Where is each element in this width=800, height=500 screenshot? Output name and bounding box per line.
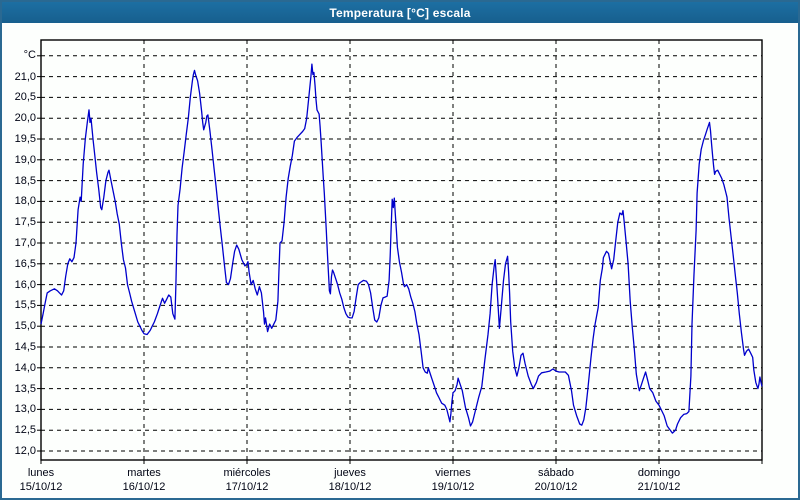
x-day-name: sábado	[537, 467, 575, 479]
x-day-name: miércoles	[223, 467, 271, 479]
title-bar: Temperatura [°C] escala	[2, 2, 798, 23]
y-tick-label: 13,0	[14, 403, 36, 416]
y-tick-label: 15,5	[14, 299, 36, 312]
y-axis-unit-label: °C	[23, 48, 36, 61]
y-tick-label: 14,0	[14, 361, 36, 374]
y-tick-label: 18,5	[14, 174, 36, 187]
x-day-date: 17/10/12	[225, 481, 269, 493]
y-tick-label: 17,0	[14, 237, 36, 249]
y-tick-label: 18,0	[14, 195, 36, 208]
x-day-date: 18/10/12	[328, 481, 372, 493]
y-tick-label: 21,0	[14, 70, 36, 83]
y-tick-label: 14,5	[14, 341, 36, 353]
chart-region: 12,0 12,5 13,0 13,5 14,0 14,5 15,0 15,5 16,0 16,5…	[2, 23, 798, 498]
y-tick-label: 15,0	[14, 320, 36, 333]
x-day-date: 20/10/12	[534, 481, 578, 493]
y-tick-label: 20,0	[14, 112, 36, 125]
y-tick-label: 19,5	[14, 133, 36, 145]
y-tick-label: 12,5	[14, 424, 36, 437]
y-tick-label: 16,5	[14, 257, 36, 270]
temperature-line-chart	[37, 39, 763, 464]
x-day-name: martes	[127, 467, 161, 479]
x-day-name: domingo	[637, 467, 681, 479]
x-day-date: 16/10/12	[122, 481, 166, 493]
temperature-series-line	[40, 63, 763, 434]
x-day-date: 15/10/12	[19, 481, 63, 493]
window-title: Temperatura [°C] escala	[329, 5, 471, 20]
y-tick-label: 13,5	[14, 382, 36, 395]
x-day-date: 21/10/12	[637, 481, 681, 493]
x-day-name: viernes	[435, 467, 471, 479]
y-tick-label: 12,0	[14, 445, 36, 457]
plot-frame	[40, 39, 763, 461]
y-tick-label: 17,5	[14, 216, 36, 229]
y-tick-label: 16,0	[14, 278, 36, 291]
y-tick-label: 19,0	[14, 153, 36, 166]
x-day-name: lunes	[27, 467, 55, 479]
x-day-date: 19/10/12	[431, 481, 475, 493]
y-tick-label: 20,5	[14, 91, 36, 104]
x-day-name: jueves	[334, 467, 366, 479]
